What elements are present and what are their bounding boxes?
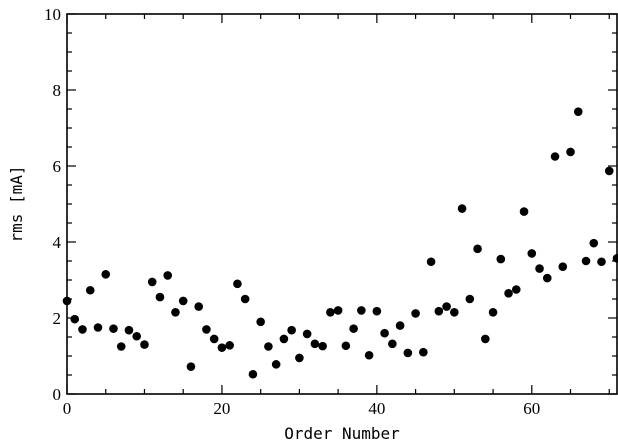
data-point [217,343,227,352]
data-point [279,334,289,344]
data-point [457,204,467,213]
data-point [504,289,513,298]
data-point [209,334,219,344]
data-point [566,147,575,157]
y-tick-label: 6 [53,157,62,176]
data-point [481,334,490,344]
data-point [101,270,111,279]
data-point [442,302,451,311]
data-point [140,340,149,349]
data-point [202,325,211,334]
axis-ticks [66,13,617,395]
data-point [147,277,157,287]
data-point [550,152,560,161]
data-point [124,325,134,335]
data-point [116,342,126,351]
data-point [302,329,312,339]
data-point [573,107,583,116]
data-point [310,339,320,349]
data-point [527,249,537,258]
data-point [171,308,180,317]
data-point [395,321,405,330]
data-point [287,325,296,335]
data-point [85,285,95,295]
data-point [240,294,250,304]
data-point [326,308,335,317]
data-point [233,279,242,289]
data-point [465,294,475,304]
data-point [450,308,459,317]
data-point [411,309,420,318]
data-point [318,341,327,351]
y-tick-label: 2 [53,309,62,328]
x-tick-label: 40 [368,399,385,418]
data-point [380,328,389,338]
data-point [256,317,265,327]
x-tick-label: 60 [523,399,540,418]
data-point [496,254,506,264]
data-point [597,257,606,267]
data-point [93,323,103,332]
data-point [488,308,498,317]
data-point [194,302,203,311]
data-point [434,306,444,316]
data-point [248,369,258,379]
plot-frame [66,13,618,395]
data-point [542,273,552,283]
data-point [519,207,529,216]
data-point [372,306,382,316]
x-tick-label: 0 [63,399,72,418]
data-point [364,350,374,360]
y-tick-label: 0 [53,385,62,404]
data-point [163,271,173,280]
y-tick-label: 4 [53,233,62,252]
data-point [535,264,544,273]
data-point [264,342,273,351]
y-tick-label: 8 [53,81,62,100]
data-point [388,339,397,349]
data-point [511,285,521,294]
data-point [426,257,436,267]
x-axis-title: Order Number [284,424,400,443]
y-tick-label: 10 [44,5,61,24]
data-point [333,306,343,315]
y-axis-title: rms [mA] [7,165,26,242]
data-point [473,244,482,254]
data-point [109,324,118,333]
data-point [186,362,196,371]
data-point [581,256,591,266]
data-point [419,347,428,357]
data-point [589,238,599,248]
data-point [155,292,165,302]
data-point [178,296,188,306]
data-point [341,341,351,351]
data-point [78,325,87,334]
data-point [558,262,568,272]
data-point [357,306,366,315]
data-point [403,348,413,358]
x-tick-label: 20 [213,399,230,418]
data-point [271,360,281,369]
data-point [604,166,614,176]
data-point [295,353,304,363]
data-point [225,341,234,350]
data-point [70,314,80,324]
data-point [132,331,142,341]
data-point [349,324,358,333]
tick-labels: 0 20 40 60 0 2 4 6 8 10 [44,5,540,418]
data-points [62,107,618,379]
